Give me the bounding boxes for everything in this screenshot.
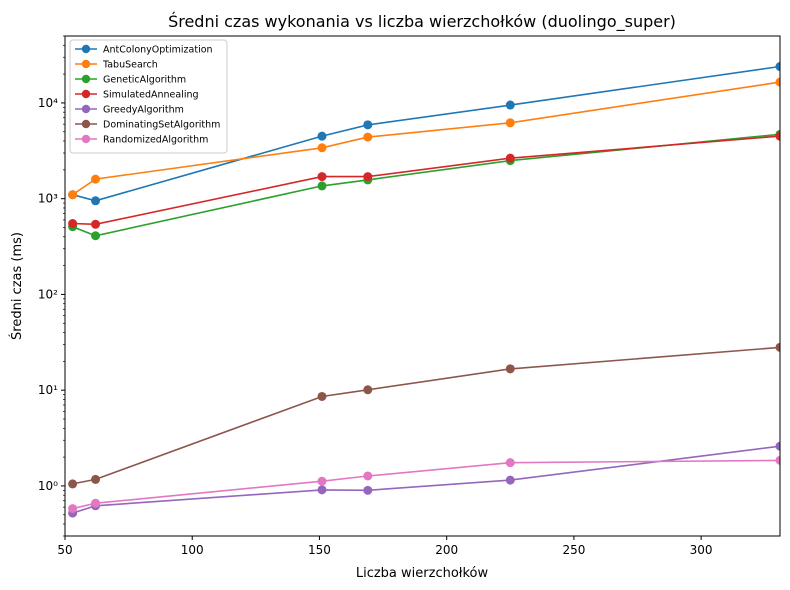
data-point [505,100,515,110]
chart-title: Średni czas wykonania vs liczba wierzcho… [168,12,676,32]
data-point [505,475,515,485]
data-point [317,143,327,153]
x-tick-label: 300 [690,543,713,557]
series-SimulatedAnnealing [68,131,780,229]
y-axis-label: Średni czas (ms) [9,232,25,340]
data-point [317,131,327,141]
series-RandomizedAlgorithm [68,455,780,514]
series-DominatingSetAlgorithm [68,342,780,489]
x-tick-label: 250 [562,543,585,557]
data-point [317,485,327,495]
y-axis: 10⁰ 10¹ 10² 10³ 10⁴ [38,35,65,537]
data-point [91,219,101,229]
y-tick-label: 10¹ [38,383,58,397]
data-point [317,391,327,401]
x-tick-label: 200 [435,543,458,557]
legend-marker [81,89,91,99]
series-layer [68,62,780,518]
legend-label: GeneticAlgorithm [103,75,186,86]
y-tick-label: 10³ [38,192,58,206]
data-point [505,118,515,128]
data-point [317,181,327,191]
legend: AntColonyOptimization TabuSearch GeneticAl… [69,39,228,154]
data-point [363,120,373,130]
x-axis: 50 100 150 200 250 300 [57,536,713,557]
data-point [68,190,78,200]
data-point [91,231,101,241]
data-point [775,77,780,87]
data-point [317,476,327,486]
data-point [91,498,101,508]
y-tick-label: 10⁰ [38,479,58,493]
data-point [775,62,780,72]
y-tick-label: 10⁴ [38,96,58,110]
data-point [775,455,780,465]
legend-label: DominatingSetAlgorithm [103,120,220,131]
y-tick-label: 10² [38,287,58,301]
legend-marker [81,74,91,84]
plot-frame [64,35,781,537]
legend-label: AntColonyOptimization [103,45,213,56]
legend-label: RandomizedAlgorithm [103,135,208,146]
data-point [68,219,78,229]
series-line [72,81,780,196]
data-point [775,441,780,451]
data-point [317,172,327,182]
legend-label: GreedyAlgorithm [103,105,184,116]
legend-box [69,39,228,154]
legend-label: TabuSearch [102,60,158,71]
data-point [363,385,373,395]
data-point [775,342,780,352]
data-point [91,196,101,206]
legend-marker [81,59,91,69]
data-point [775,131,780,141]
x-axis-label: Liczba wierzchołków [356,566,489,581]
data-point [505,153,515,163]
x-tick-label: 150 [308,543,331,557]
data-point [91,174,101,184]
legend-marker [81,44,91,54]
data-point [363,172,373,182]
series-TabuSearch [68,77,780,200]
data-point [505,364,515,374]
x-tick-label: 50 [57,543,72,557]
legend-marker [81,134,91,144]
legend-label: SimulatedAnnealing [103,90,199,101]
x-tick-label: 100 [181,543,204,557]
data-point [91,474,101,484]
data-point [505,458,515,468]
data-point [68,479,78,489]
legend-marker [81,119,91,129]
data-point [68,504,78,514]
legend-marker [81,104,91,114]
data-point [363,485,373,495]
data-point [363,132,373,142]
data-point [363,471,373,481]
